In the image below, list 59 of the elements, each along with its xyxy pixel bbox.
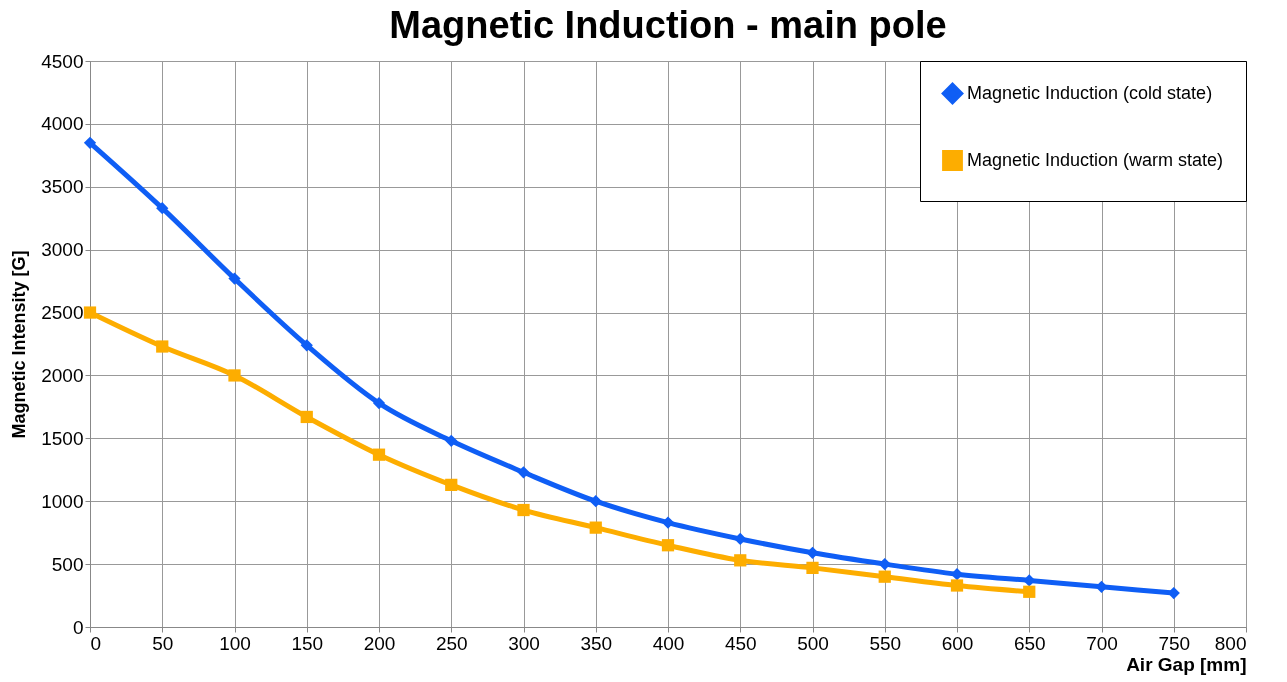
x-tick-label: 550: [869, 632, 902, 654]
point: [372, 396, 386, 410]
point: [950, 568, 964, 581]
point: [734, 554, 747, 567]
y-tick-label: 1000: [41, 490, 84, 512]
x-tick-label: 0: [90, 632, 102, 654]
legend-label: Magnetic Induction (cold state): [967, 82, 1213, 103]
point: [228, 272, 241, 285]
x-tick-label: 650: [1013, 632, 1046, 654]
point: [445, 434, 458, 447]
chart-title: Magnetic Induction - main pole: [389, 4, 947, 46]
point: [1167, 586, 1180, 600]
x-tick-label: 800: [1214, 632, 1247, 654]
point: [734, 532, 747, 546]
point: [878, 557, 891, 571]
x-tick-label: 300: [508, 632, 540, 654]
x-tick-label: 250: [435, 632, 468, 654]
point: [589, 495, 602, 508]
x-tick-label: 750: [1158, 632, 1191, 654]
x-tick-label: 400: [652, 632, 685, 654]
x-tick-label: 500: [797, 632, 829, 654]
x-tick-label: 50: [152, 632, 174, 654]
x-tick-label: 350: [580, 632, 613, 654]
point: [878, 570, 891, 583]
point: [445, 478, 458, 491]
point: [1023, 585, 1036, 598]
point: [156, 340, 169, 353]
y-tick-label: 0: [72, 616, 84, 638]
y-tick-label: 3500: [41, 176, 84, 198]
x-tick-label: 100: [219, 632, 251, 654]
point: [372, 448, 386, 461]
y-tick-label: 500: [51, 553, 84, 575]
y-tick-label: 4000: [41, 113, 84, 135]
point: [950, 579, 964, 592]
point: [300, 339, 313, 352]
x-tick-label: 150: [291, 632, 324, 654]
y-tick-label: 3000: [41, 239, 84, 261]
y-tick-label: 1500: [41, 427, 84, 449]
legend-label: Magnetic Induction (warm state): [967, 149, 1224, 170]
point: [83, 306, 97, 319]
point: [156, 202, 169, 215]
point: [228, 369, 241, 382]
point: [517, 466, 530, 479]
x-axis-title: Air Gap [mm]: [1126, 653, 1247, 675]
x-tick-label: 700: [1086, 632, 1118, 654]
x-tick-label: 200: [363, 632, 396, 654]
point: [517, 503, 530, 517]
point: [300, 410, 313, 424]
point: [806, 561, 819, 575]
x-tick-label: 600: [941, 632, 974, 654]
y-tick-label: 2000: [41, 364, 84, 386]
y-tick-label: 2500: [41, 302, 84, 324]
y-tick-label: 4500: [41, 50, 84, 72]
y-axis-title: Magnetic Intensity [G]: [9, 250, 30, 439]
x-tick-label: 450: [724, 632, 757, 654]
point: [661, 516, 675, 529]
point: [589, 521, 602, 534]
point: [83, 136, 97, 149]
point: [661, 539, 675, 552]
